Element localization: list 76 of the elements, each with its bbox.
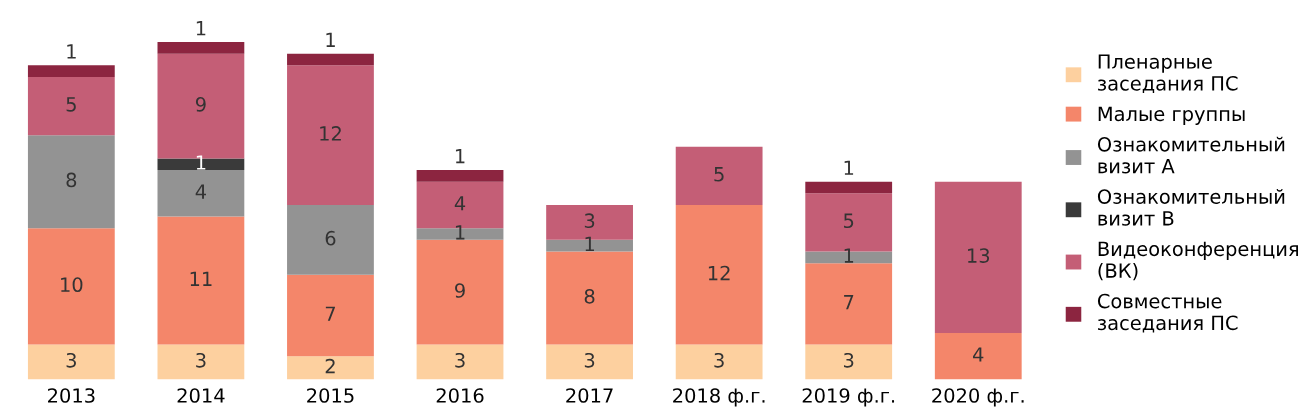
data-label: 1 — [844, 160, 854, 175]
data-label: 1 — [585, 236, 594, 252]
legend-label: Ознакомительный визит А — [1097, 136, 1285, 174]
data-label: 3 — [584, 352, 595, 368]
x-tick-label: 2015 — [307, 388, 354, 403]
bar — [934, 332, 1022, 380]
bar — [675, 204, 763, 345]
data-label: 8 — [66, 172, 77, 188]
x-tick-label: 2019 ф.г. — [802, 388, 895, 407]
data-label: 13 — [968, 248, 990, 263]
bar — [157, 216, 245, 345]
bar — [287, 274, 374, 357]
data-label: 7 — [325, 306, 335, 321]
data-label: 1 — [326, 32, 335, 47]
bar — [157, 344, 245, 380]
bar — [27, 76, 115, 136]
bar — [546, 344, 633, 380]
data-label: 12 — [320, 126, 341, 141]
bar — [416, 344, 504, 380]
data-label: 3 — [455, 352, 465, 368]
bar — [287, 65, 374, 205]
bar — [157, 42, 245, 54]
data-label: 1 — [196, 21, 206, 36]
x-tick-label: 2013 — [48, 388, 95, 403]
data-label: 12 — [708, 265, 730, 281]
data-label: 10 — [61, 277, 83, 293]
data-label: 1 — [455, 149, 465, 164]
bar — [27, 228, 115, 345]
legend-label: Ознакомительный визит В — [1097, 188, 1285, 226]
bar — [416, 239, 504, 345]
data-label: 5 — [844, 213, 854, 229]
bar — [675, 146, 763, 205]
data-label: 11 — [190, 271, 212, 286]
bar — [287, 356, 374, 380]
data-label: 7 — [844, 295, 854, 310]
x-tick-label: 2014 — [177, 388, 225, 403]
legend-label: Пленарные заседания ПС — [1098, 54, 1238, 94]
bar — [27, 65, 115, 77]
data-label: 1 — [196, 155, 206, 170]
bar — [805, 181, 893, 194]
data-label: 3 — [584, 213, 595, 229]
bar — [287, 204, 374, 275]
bar — [287, 53, 374, 66]
data-label: 5 — [66, 97, 76, 112]
bar — [805, 263, 893, 345]
data-label: 1 — [455, 225, 465, 240]
legend-label: Видеоконференция (ВК) — [1098, 241, 1298, 281]
data-label: 9 — [195, 97, 206, 112]
bar — [27, 135, 115, 229]
x-tick-label: 2016 — [436, 388, 484, 403]
x-tick-label: 2020 ф.г. — [932, 388, 1024, 407]
bar — [934, 181, 1022, 333]
x-tick-label: 2017 — [566, 388, 613, 403]
data-label: 1 — [844, 248, 854, 263]
x-tick-label: 2018 ф.г. — [673, 388, 765, 407]
data-label: 8 — [584, 288, 595, 304]
data-label: 4 — [454, 196, 466, 211]
data-label: 5 — [714, 167, 724, 182]
bar — [27, 344, 115, 380]
data-label: 9 — [455, 283, 465, 298]
bar — [546, 251, 633, 345]
bar — [416, 170, 504, 182]
legend-label: Совместные заседания ПС — [1097, 293, 1238, 333]
data-label: 3 — [196, 352, 206, 368]
bar — [157, 170, 245, 217]
bar — [805, 344, 893, 380]
data-label: 2 — [325, 358, 335, 374]
data-label: 4 — [973, 347, 984, 362]
data-label: 3 — [66, 352, 76, 368]
data-label: 3 — [714, 352, 724, 368]
data-label: 4 — [195, 184, 206, 199]
legend-label: Малые группы — [1098, 106, 1245, 125]
data-label: 3 — [844, 352, 854, 368]
bar — [675, 344, 763, 380]
data-label: 1 — [67, 44, 76, 59]
data-label: 6 — [325, 230, 336, 246]
